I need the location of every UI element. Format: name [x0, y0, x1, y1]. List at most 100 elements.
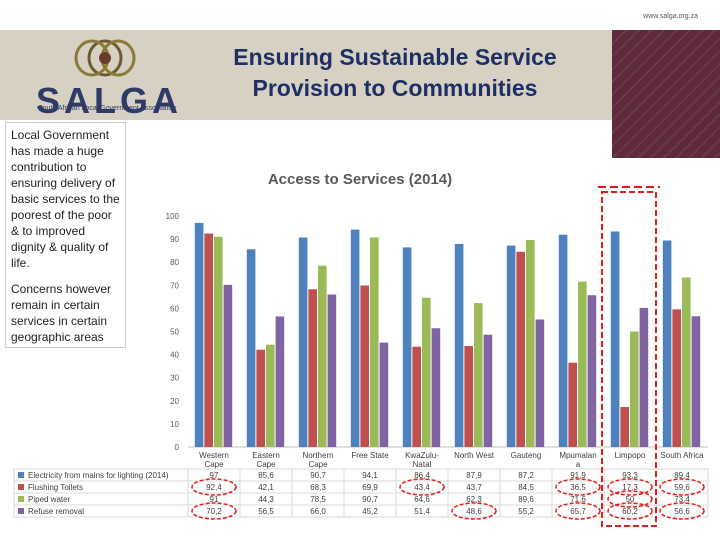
bar — [672, 309, 681, 447]
description-paragraph-1: Local Government has made a huge contrib… — [11, 128, 120, 270]
data-label: 90,7 — [362, 495, 378, 504]
bar — [402, 247, 412, 447]
logo-emblem-icon — [74, 39, 136, 77]
bar — [194, 222, 204, 447]
legend-label: Electricity from mains for lighting (201… — [28, 471, 169, 480]
y-tick-label: 30 — [170, 374, 179, 383]
data-label: 85,6 — [258, 471, 274, 480]
salga-logo: SALGA South African Local Government Ass… — [0, 30, 200, 121]
data-label: 78,5 — [310, 495, 326, 504]
chart-title: Access to Services (2014) — [268, 171, 452, 188]
data-label: 50 — [626, 495, 635, 504]
data-label: 56,6 — [674, 507, 690, 516]
data-label: 92,4 — [206, 483, 222, 492]
data-label: 36,5 — [570, 483, 586, 492]
page-title: Ensuring Sustainable Service Provision t… — [200, 42, 590, 104]
bar — [275, 316, 285, 447]
y-tick-label: 80 — [170, 258, 179, 267]
bar — [662, 240, 672, 447]
bar — [630, 331, 639, 447]
bar — [223, 284, 233, 447]
data-label: 71,6 — [570, 495, 586, 504]
bar — [379, 342, 389, 447]
circled-value-annotation — [555, 478, 601, 496]
circled-value-annotation — [607, 490, 653, 508]
title-line-1: Ensuring Sustainable Service — [233, 44, 557, 70]
data-label: 89,4 — [674, 471, 690, 480]
data-label: 65,7 — [570, 507, 586, 516]
bar — [506, 245, 516, 447]
x-tick-label: Eastern — [252, 451, 280, 460]
data-label: 44,3 — [258, 495, 274, 504]
y-tick-label: 20 — [170, 397, 179, 406]
bar — [431, 328, 441, 447]
data-label: 43,7 — [466, 483, 482, 492]
legend-swatch — [18, 496, 24, 502]
bar — [318, 265, 327, 447]
bar — [558, 234, 568, 447]
data-label: 89,6 — [518, 495, 534, 504]
legend-label: Piped water — [28, 495, 71, 504]
logo-subtitle: South African Local Government Associati… — [38, 105, 177, 112]
x-tick-label: Cape — [204, 460, 224, 469]
website-url[interactable]: www.salga.org.za — [643, 13, 698, 20]
y-tick-label: 10 — [170, 420, 179, 429]
bar — [578, 281, 587, 447]
bar — [204, 233, 213, 447]
data-label: 70,2 — [206, 507, 222, 516]
y-tick-label: 40 — [170, 351, 179, 360]
bar — [620, 407, 629, 447]
data-label: 55,2 — [518, 507, 534, 516]
data-label: 60,2 — [622, 507, 638, 516]
bar — [535, 319, 545, 447]
y-tick-label: 50 — [170, 328, 179, 337]
logo-text: SALGA — [36, 80, 182, 121]
bar — [298, 237, 308, 447]
x-tick-label: Northern — [302, 451, 333, 460]
x-tick-label: Western — [199, 451, 229, 460]
data-label: 42,1 — [258, 483, 274, 492]
data-label: 59,6 — [674, 483, 690, 492]
bar — [256, 349, 265, 447]
data-label: 68,3 — [310, 483, 326, 492]
description-paragraph-2: Concerns however remain in certain servi… — [11, 282, 112, 344]
data-label: 51,4 — [414, 507, 430, 516]
legend-swatch — [18, 508, 24, 514]
circled-value-annotation — [607, 478, 653, 496]
y-tick-label: 60 — [170, 304, 179, 313]
legend-swatch — [18, 484, 24, 490]
y-tick-label: 100 — [166, 212, 180, 221]
bar — [350, 229, 360, 447]
data-label: 91,9 — [570, 471, 586, 480]
circled-value-annotation — [659, 502, 705, 520]
data-label: 97 — [210, 471, 219, 480]
legend-label: Refuse removal — [28, 507, 84, 516]
bar — [360, 285, 369, 447]
bar — [214, 236, 223, 447]
bar — [422, 297, 431, 447]
bar — [526, 240, 535, 447]
bar — [568, 362, 577, 447]
x-tick-label: a — [576, 460, 581, 469]
circled-value-annotation — [607, 502, 653, 520]
x-tick-label: Free State — [351, 451, 389, 460]
bar — [483, 334, 493, 447]
bar — [370, 237, 379, 447]
data-label: 64,6 — [414, 495, 430, 504]
x-tick-label: Cape — [256, 460, 276, 469]
bar — [308, 289, 317, 447]
data-label: 91 — [210, 495, 219, 504]
bar — [412, 346, 421, 447]
data-label: 69,9 — [362, 483, 378, 492]
bar — [474, 303, 483, 447]
data-label: 56,5 — [258, 507, 274, 516]
data-label: 48,6 — [466, 507, 482, 516]
data-label: 93,3 — [622, 471, 638, 480]
data-label: 87,9 — [466, 471, 482, 480]
circled-value-annotation — [659, 478, 705, 496]
circled-value-annotation — [399, 478, 445, 496]
data-label: 86,4 — [414, 471, 430, 480]
decorative-corner — [612, 30, 720, 158]
